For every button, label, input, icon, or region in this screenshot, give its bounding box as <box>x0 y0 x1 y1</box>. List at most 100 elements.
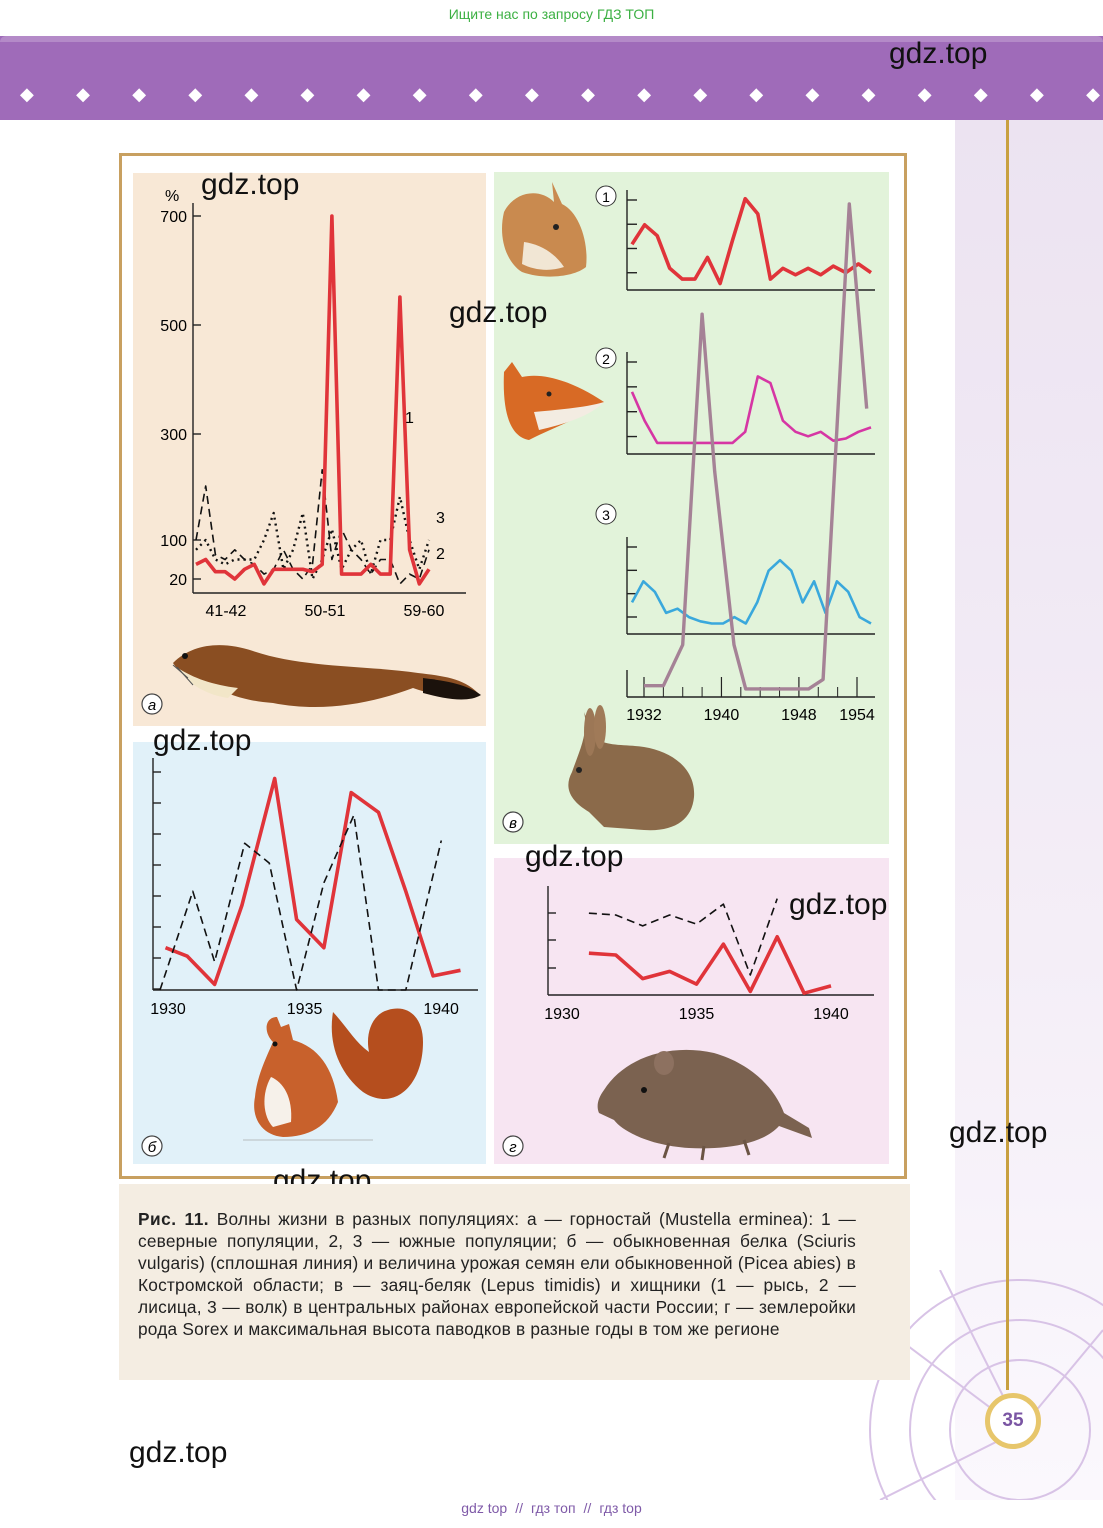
footer-link[interactable]: gdz top <box>461 1500 508 1516</box>
animal-icon-strip: ◆ ◆ ◆ ◆ ◆ ◆ ◆ ◆ ◆ ◆ ◆ ◆ ◆ ◆ ◆ ◆ ◆ ◆ ◆ ◆ <box>20 79 1100 109</box>
bird-icon: ◆ <box>917 84 932 104</box>
svg-text:1: 1 <box>602 189 610 205</box>
series-squirrel <box>164 776 461 987</box>
x-tick-label: 1940 <box>423 1001 459 1018</box>
x-tick-label: 1940 <box>813 1006 849 1023</box>
banner-edge <box>0 36 1103 42</box>
watermark: gdz.top <box>449 296 548 329</box>
y-tick-label: 700 <box>160 209 187 226</box>
chart-g: 1930 1935 1940 г <box>502 886 874 1161</box>
panel-marker <box>141 1135 163 1157</box>
ermine-illustration <box>172 645 481 708</box>
link-separator: // <box>515 1500 523 1516</box>
side-band <box>955 120 1103 1500</box>
watermark: gdz.top <box>949 1116 1048 1149</box>
svg-text:2: 2 <box>602 351 610 367</box>
panel-a: % 700 500 300 100 20 41-42 50-51 59-60 1 3 2 а <box>133 173 486 726</box>
series-3-label: 3 <box>436 510 445 527</box>
series-shrews <box>588 935 832 995</box>
lynx-illustration <box>502 182 587 277</box>
butterfly-icon: ◆ <box>76 84 90 104</box>
series-1-label: 1 <box>405 410 414 427</box>
footer-link[interactable]: гдз top <box>599 1500 642 1516</box>
squirrel-illustration <box>243 1008 423 1141</box>
header-banner: ◆ ◆ ◆ ◆ ◆ ◆ ◆ ◆ ◆ ◆ ◆ ◆ ◆ ◆ ◆ ◆ ◆ ◆ ◆ ◆ <box>0 36 1103 120</box>
x-tick-label: 1940 <box>704 707 740 724</box>
horse-icon: ◆ <box>188 84 203 104</box>
series-1 <box>195 214 431 586</box>
x-tick-label: 59-60 <box>404 603 445 620</box>
marker-2: 2 <box>595 347 617 369</box>
series-2-label: 2 <box>436 546 445 563</box>
deer-icon: ◆ <box>524 84 539 104</box>
lizard-icon: ◆ <box>637 84 652 104</box>
series-floods <box>588 898 778 976</box>
panel-marker <box>502 811 524 833</box>
bottom-links: gdz top // гдз топ // гдз top <box>0 1500 1103 1516</box>
beetle-icon: ◆ <box>1029 84 1044 104</box>
hare-illustration <box>568 705 695 831</box>
fox-illustration <box>503 362 604 440</box>
x-tick-label: 1935 <box>287 1001 323 1018</box>
search-hint-link[interactable]: Ищите нас по запросу ГДЗ ТОП <box>448 6 655 22</box>
seahorse-icon: ◆ <box>412 84 427 104</box>
beetle-icon: ◆ <box>356 84 371 104</box>
chart-b: 1930 1935 1940 б <box>141 758 478 1157</box>
x-tick-label: 1948 <box>781 707 817 724</box>
series-лисица <box>630 375 872 445</box>
panel-letter: а <box>148 697 156 714</box>
caption-text: Волны жизни в разных популяциях: а — гор… <box>138 1209 857 1339</box>
series-spruce-seeds <box>159 814 443 991</box>
y-tick-label: 100 <box>160 533 187 550</box>
panel-letter: б <box>148 1139 157 1156</box>
caption-label: Рис. 11. <box>138 1209 210 1229</box>
bee-icon: ◆ <box>468 84 483 104</box>
x-tick-label: 1930 <box>544 1006 580 1023</box>
y-tick-label: 500 <box>160 318 187 335</box>
panel-v: 1932 1940 1948 1954 1 2 3 в <box>494 172 889 844</box>
panel-marker <box>141 693 163 715</box>
side-gold-line <box>1006 120 1009 1390</box>
seahorse-icon: ◆ <box>1086 84 1100 104</box>
watermark: gdz.top <box>889 37 988 70</box>
fish-icon: ◆ <box>300 84 315 104</box>
x-tick-label: 41-42 <box>206 603 247 620</box>
y-tick-label: 20 <box>169 572 187 589</box>
shrew-illustration <box>597 1049 812 1161</box>
figure-caption: Рис. 11. Волны жизни в разных популяциях… <box>119 1184 910 1380</box>
panel-marker <box>502 1135 524 1157</box>
page-number: 35 <box>985 1393 1041 1449</box>
series-волк <box>630 558 872 625</box>
scorpion-icon: ◆ <box>132 84 147 104</box>
watermark: gdz.top <box>789 888 888 921</box>
bison-icon: ◆ <box>749 84 764 104</box>
y-tick-label: 300 <box>160 427 187 444</box>
panel-g: 1930 1935 1940 г <box>494 858 889 1164</box>
fish-icon: ◆ <box>973 84 988 104</box>
x-tick-label: 1954 <box>839 707 875 724</box>
watermark: gdz.top <box>129 1436 228 1469</box>
marker-3: 3 <box>595 503 617 525</box>
butterfly-icon: ◆ <box>693 84 708 104</box>
series-рысь <box>630 196 873 286</box>
watermark: gdz.top <box>525 840 624 873</box>
footer-link[interactable]: гдз топ <box>530 1500 576 1516</box>
marker-1: 1 <box>595 185 617 207</box>
bird-icon: ◆ <box>244 84 259 104</box>
y-label: % <box>165 188 179 205</box>
kangaroo-icon: ◆ <box>581 84 595 104</box>
x-tick-label: 1930 <box>150 1001 186 1018</box>
watermark: gdz.top <box>201 168 300 201</box>
watermark: gdz.top <box>153 724 252 757</box>
x-tick-label: 1935 <box>679 1006 715 1023</box>
bison-icon: ◆ <box>20 84 34 104</box>
chart-v: 1932 1940 1948 1954 1 2 3 в <box>502 182 875 833</box>
x-tick-label: 1932 <box>626 707 662 724</box>
link-separator: // <box>583 1500 592 1516</box>
svg-text:3: 3 <box>602 507 610 523</box>
panel-b: 1930 1935 1940 б <box>133 742 486 1164</box>
panel-letter: г <box>509 1139 517 1156</box>
x-tick-label: 50-51 <box>305 603 346 620</box>
chart-a: % 700 500 300 100 20 41-42 50-51 59-60 1 3 2 а <box>141 188 481 715</box>
scorpion-icon: ◆ <box>805 84 820 104</box>
